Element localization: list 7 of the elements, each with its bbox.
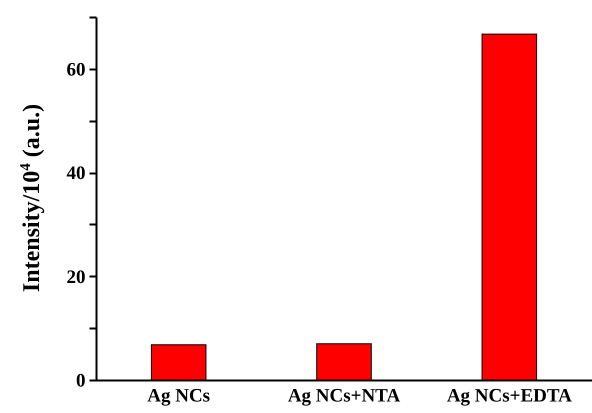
x-tick-label: Ag NCs+EDTA	[446, 386, 572, 406]
x-tick-label: Ag NCs+NTA	[288, 386, 400, 406]
y-tick-label: 40	[66, 163, 86, 184]
y-tick-label: 0	[76, 370, 86, 392]
x-tick-label: Ag NCs	[147, 386, 210, 406]
y-tick-label: 20	[66, 266, 86, 288]
y-tick-label: 60	[66, 59, 86, 80]
